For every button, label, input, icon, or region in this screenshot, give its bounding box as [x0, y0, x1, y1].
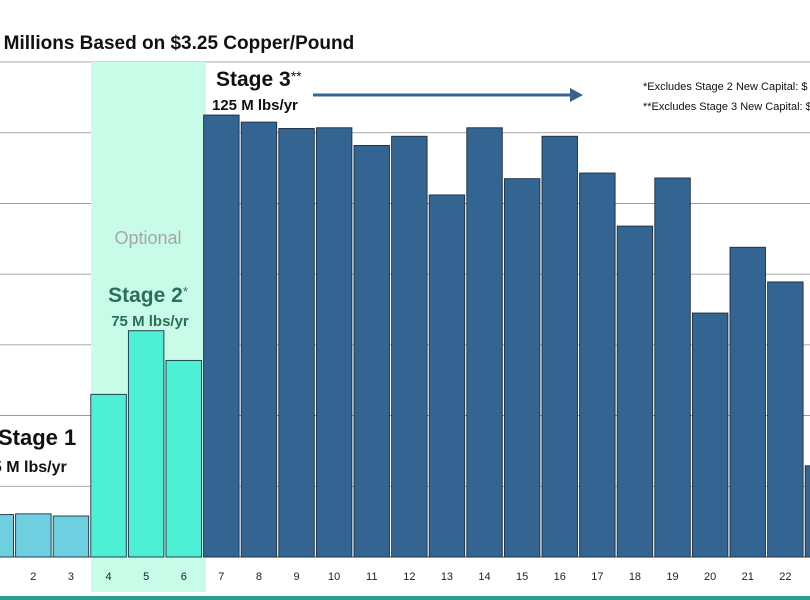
bar-18: [616, 225, 654, 558]
x-tick-label: 8: [256, 571, 262, 583]
x-tick-label: 20: [704, 571, 716, 583]
bar-17: [579, 172, 616, 558]
x-tick-label: 5: [143, 571, 149, 583]
bar-15: [503, 178, 541, 558]
x-tick-label: 10: [328, 571, 340, 583]
bar-14: [466, 127, 503, 558]
bar-9: [278, 128, 315, 558]
stage3-title: Stage 3**: [216, 68, 302, 91]
stage3-arrow: [313, 88, 583, 102]
x-tick-label: 3: [68, 571, 74, 583]
bar-layer: [0, 114, 810, 558]
footnote-stage2: *Excludes Stage 2 New Capital: $: [643, 81, 807, 93]
bar-4: [90, 393, 127, 558]
bar-22: [767, 281, 804, 558]
x-tick-label: 4: [105, 571, 111, 583]
optional-label: Optional: [114, 228, 181, 248]
stage2-title: Stage 2*: [108, 284, 188, 307]
x-tick-label: 15: [516, 571, 528, 583]
stage2-title-label: Stage 2: [108, 284, 183, 307]
bar-20: [691, 312, 729, 558]
x-tick-label: 22: [779, 571, 791, 583]
x-tick-label: 18: [629, 571, 641, 583]
bar-21: [729, 246, 766, 558]
bar-6: [165, 359, 202, 558]
x-tick-label: 16: [554, 571, 566, 583]
stage3-footnote-mark: **: [291, 68, 302, 84]
bar-19: [654, 177, 691, 558]
x-tick-label: 11: [366, 571, 377, 583]
tick-layer: 1234567891011121314151617181920212223: [30, 571, 791, 583]
x-tick-label: 19: [666, 571, 678, 583]
bar-2: [15, 513, 52, 558]
bar-1: [0, 514, 14, 558]
bar-7: [203, 114, 240, 558]
bar-13: [428, 194, 466, 558]
x-tick-label: 21: [742, 571, 754, 583]
stage1-rate: 25 M lbs/yr: [0, 459, 67, 476]
bar-10: [315, 127, 353, 558]
stage2-footnote-mark: *: [183, 284, 188, 299]
stage3-rate: 125 M lbs/yr: [212, 97, 298, 114]
x-tick-label: 12: [403, 571, 415, 583]
bar-12: [391, 135, 428, 558]
bar-3: [52, 515, 90, 558]
footnote-stage3: **Excludes Stage 3 New Capital: $: [643, 101, 810, 113]
bar-16: [541, 135, 578, 558]
x-tick-label: 2: [30, 571, 36, 583]
stage3-title-label: Stage 3: [216, 68, 291, 91]
x-tick-label: 13: [441, 571, 453, 583]
x-tick-label: 9: [293, 571, 299, 583]
chart-title: US Millions Based on $3.25 Copper/Pound: [0, 33, 354, 54]
x-tick-label: 6: [181, 571, 187, 583]
bar-23: [804, 465, 810, 558]
x-tick-label: 17: [591, 571, 603, 583]
x-tick-label: 7: [218, 571, 224, 583]
stage1-title: Stage 1: [0, 425, 76, 450]
bar-11: [353, 144, 390, 558]
bar-5: [127, 330, 165, 558]
x-tick-label: 14: [478, 571, 490, 583]
bar-8: [240, 121, 278, 558]
bottom-strip: [0, 596, 810, 600]
stage2-rate: 75 M lbs/yr: [111, 313, 189, 330]
